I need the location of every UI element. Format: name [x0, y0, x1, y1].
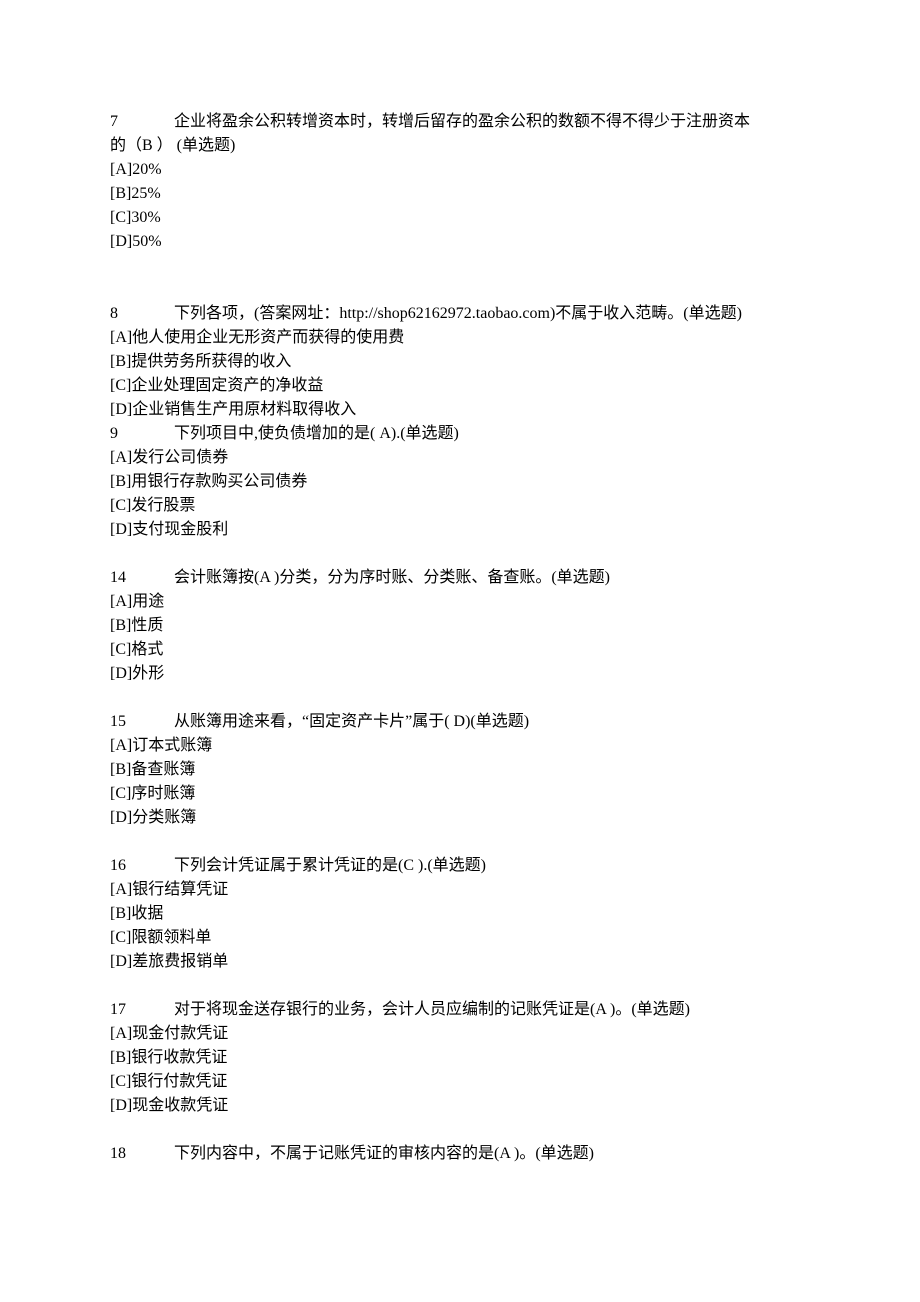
question-number: 18 — [110, 1142, 174, 1166]
question-text: 企业将盈余公积转增资本时，转增后留存的盈余公积的数额不得不得少于注册资本 — [174, 113, 750, 130]
question-stem-line: 14会计账簿按(A )分类，分为序时账、分类账、备查账。(单选题) — [110, 566, 810, 590]
question-text: 下列项目中,使负债增加的是( A).(单选题) — [174, 425, 459, 442]
question-option: [D]支付现金股利 — [110, 518, 810, 542]
question-option: [C]发行股票 — [110, 494, 810, 518]
question-block: 15从账簿用途来看，“固定资产卡片”属于( D)(单选题)[A]订本式账簿[B]… — [110, 710, 810, 830]
question-text: 下列内容中，不属于记账凭证的审核内容的是(A )。(单选题) — [174, 1145, 594, 1162]
blank-spacer — [110, 278, 810, 302]
question-option: [C]格式 — [110, 638, 810, 662]
question-stem-line: 9下列项目中,使负债增加的是( A).(单选题) — [110, 422, 810, 446]
question-option: [B]性质 — [110, 614, 810, 638]
question-number: 14 — [110, 566, 174, 590]
question-option: [D]差旅费报销单 — [110, 950, 810, 974]
question-stem-line: 15从账簿用途来看，“固定资产卡片”属于( D)(单选题) — [110, 710, 810, 734]
question-stem-line: 8下列各项，(答案网址：http://shop62162972.taobao.c… — [110, 302, 810, 326]
question-block: 7企业将盈余公积转增资本时，转增后留存的盈余公积的数额不得不得少于注册资本的（B… — [110, 110, 810, 254]
question-option: [C]限额领料单 — [110, 926, 810, 950]
question-option: [B]提供劳务所获得的收入 — [110, 350, 810, 374]
question-block: 14会计账簿按(A )分类，分为序时账、分类账、备查账。(单选题)[A]用途[B… — [110, 566, 810, 686]
question-option: [C]序时账簿 — [110, 782, 810, 806]
question-text: 会计账簿按(A )分类，分为序时账、分类账、备查账。(单选题) — [174, 569, 610, 586]
question-text: 从账簿用途来看，“固定资产卡片”属于( D)(单选题) — [174, 713, 529, 730]
question-stem-line: 17对于将现金送存银行的业务，会计人员应编制的记账凭证是(A )。(单选题) — [110, 998, 810, 1022]
question-option: [D]分类账簿 — [110, 806, 810, 830]
question-option: [D]50% — [110, 230, 810, 254]
question-block: 18下列内容中，不属于记账凭证的审核内容的是(A )。(单选题) — [110, 1142, 810, 1166]
question-option: [A]订本式账簿 — [110, 734, 810, 758]
question-option: [A]20% — [110, 158, 810, 182]
question-stem-line: 的（B ） (单选题) — [110, 134, 810, 158]
question-option: [C]银行付款凭证 — [110, 1070, 810, 1094]
question-block: 17对于将现金送存银行的业务，会计人员应编制的记账凭证是(A )。(单选题)[A… — [110, 998, 810, 1118]
question-option: [C]企业处理固定资产的净收益 — [110, 374, 810, 398]
question-option: [A]现金付款凭证 — [110, 1022, 810, 1046]
question-option: [B]收据 — [110, 902, 810, 926]
question-text: 对于将现金送存银行的业务，会计人员应编制的记账凭证是(A )。(单选题) — [174, 1001, 690, 1018]
question-block: 16下列会计凭证属于累计凭证的是(C ).(单选题)[A]银行结算凭证[B]收据… — [110, 854, 810, 974]
question-number: 8 — [110, 302, 174, 326]
question-option: [B]25% — [110, 182, 810, 206]
question-option: [A]发行公司债券 — [110, 446, 810, 470]
question-number: 9 — [110, 422, 174, 446]
question-block: 8下列各项，(答案网址：http://shop62162972.taobao.c… — [110, 302, 810, 422]
question-option: [D]现金收款凭证 — [110, 1094, 810, 1118]
question-number: 17 — [110, 998, 174, 1022]
question-number: 15 — [110, 710, 174, 734]
question-option: [C]30% — [110, 206, 810, 230]
question-option: [A]银行结算凭证 — [110, 878, 810, 902]
question-stem-line: 18下列内容中，不属于记账凭证的审核内容的是(A )。(单选题) — [110, 1142, 810, 1166]
question-option: [B]银行收款凭证 — [110, 1046, 810, 1070]
question-option: [B]用银行存款购买公司债券 — [110, 470, 810, 494]
question-option: [D]企业销售生产用原材料取得收入 — [110, 398, 810, 422]
question-option: [A]他人使用企业无形资产而获得的使用费 — [110, 326, 810, 350]
question-number: 7 — [110, 110, 174, 134]
question-block: 9下列项目中,使负债增加的是( A).(单选题)[A]发行公司债券[B]用银行存… — [110, 422, 810, 542]
document-page: 7企业将盈余公积转增资本时，转增后留存的盈余公积的数额不得不得少于注册资本的（B… — [0, 0, 920, 1302]
question-option: [A]用途 — [110, 590, 810, 614]
question-stem-line: 16下列会计凭证属于累计凭证的是(C ).(单选题) — [110, 854, 810, 878]
question-text: 下列会计凭证属于累计凭证的是(C ).(单选题) — [174, 857, 486, 874]
question-number: 16 — [110, 854, 174, 878]
question-option: [B]备查账簿 — [110, 758, 810, 782]
question-option: [D]外形 — [110, 662, 810, 686]
question-stem-line: 7企业将盈余公积转增资本时，转增后留存的盈余公积的数额不得不得少于注册资本 — [110, 110, 810, 134]
question-text: 下列各项，(答案网址：http://shop62162972.taobao.co… — [174, 305, 742, 322]
